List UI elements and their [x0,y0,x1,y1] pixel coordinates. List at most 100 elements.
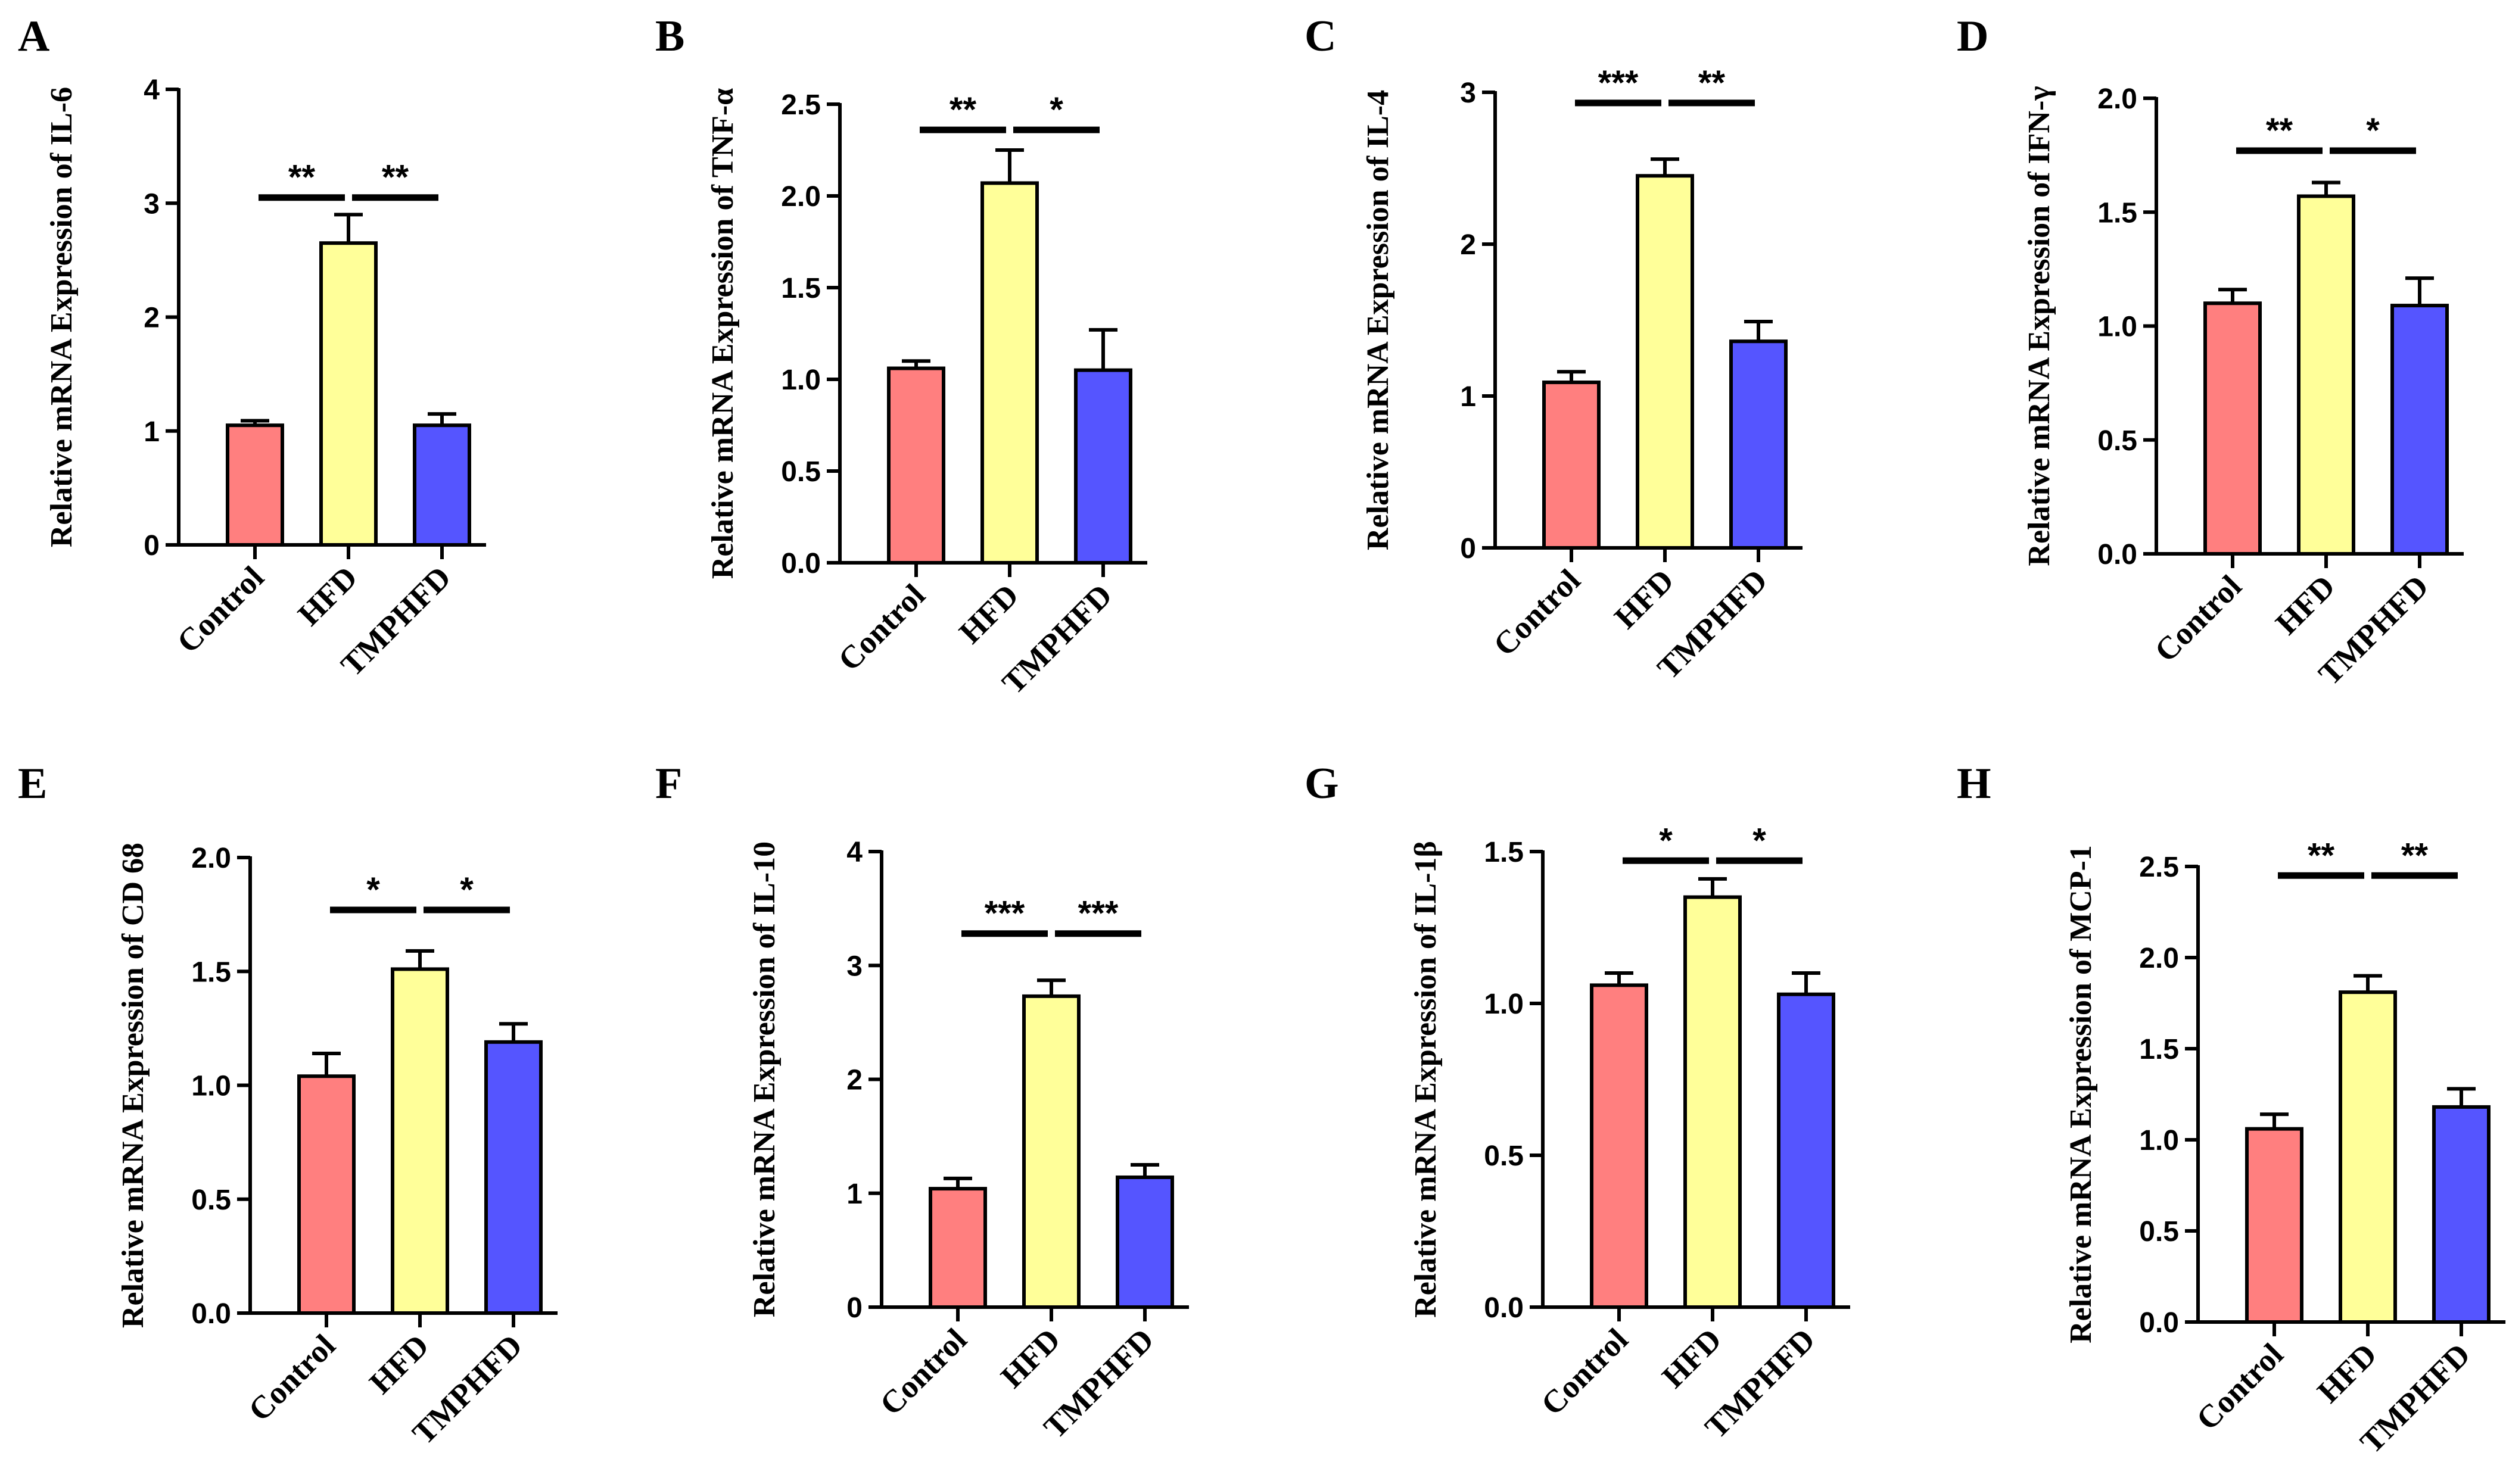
panel-h: H Relative mRNA Expression of MCP-1 0.0 0.5… [1957,759,2505,1460]
y-tick-label: 0.0 [1484,1292,1524,1324]
bar-control [1590,983,1648,1309]
y-tick-label: 1.5 [1484,837,1524,868]
panel-f: F Relative mRNA Expression of IL-10 0 1 2 3 4 C… [655,759,1189,1445]
y-tick-label: 2.5 [781,89,821,121]
y-tick-label: 3 [1460,77,1476,109]
y-tick-label: 0.0 [781,548,821,579]
x-tick-label-control: Control [2189,1336,2290,1437]
y-tick-label: 2 [846,1065,863,1096]
bar-control [226,423,284,547]
panel-letter: A [18,12,49,61]
x-tick-label-control: Control [2147,568,2248,669]
significance-label: * [1752,821,1766,860]
significance-label: ** [950,91,977,129]
y-tick-label: 3 [144,188,160,220]
bar-tmphfd [1729,339,1788,550]
y-tick-label: 1.5 [781,273,821,304]
x-tick-label-hfd: HFD [291,559,364,632]
panel-a: A Relative mRNA Expression of IL-6 0 1 2 3 4 Co… [18,12,486,683]
significance-label: ** [1698,64,1726,102]
bar-hfd [980,181,1039,565]
y-tick-label: 1.0 [191,1071,231,1102]
bar-hfd [319,241,378,547]
y-tick-label: 2.0 [781,181,821,213]
y-tick-label: 0.0 [2097,539,2137,570]
significance-label: ** [288,158,316,197]
bar-control [929,1187,987,1309]
panel-letter: D [1957,12,1988,61]
y-tick-label: 1 [1460,381,1476,413]
y-tick-label: 1.0 [1484,989,1524,1020]
y-tick-label: 0 [1460,533,1476,565]
significance-label: * [460,871,474,909]
y-tick-label: 3 [846,950,863,982]
bar-hfd [1636,174,1694,550]
y-tick-label: 2.0 [2097,83,2137,115]
bar-tmphfd [484,1040,543,1315]
y-tick-label: 2.5 [2139,852,2179,883]
panel-d: D Relative mRNA Expression of IFN-γ 0.0 0.5… [1957,12,2464,692]
significance-label: * [1659,821,1673,860]
bar-tmphfd [1074,368,1132,565]
bar-hfd [391,967,449,1315]
x-tick-label-control: Control [831,577,932,678]
bar-tmphfd [413,423,471,547]
significance-label: ** [2401,836,2429,875]
bar-tmphfd [2390,304,2449,556]
bar-hfd [2339,990,2397,1324]
panel-b: B Relative mRNA Expression of TNF-α 0.0 0.5… [655,12,1147,701]
y-axis-label: Relative mRNA Expression of CD 68 [116,843,150,1328]
y-tick-label: 4 [846,837,863,868]
x-tick-label-hfd: HFD [952,577,1025,650]
y-tick-label: 0 [144,530,160,562]
significance-label: ** [2266,111,2293,150]
y-tick-label: 0 [846,1292,863,1324]
bar-hfd [2297,194,2355,556]
y-tick-label: 0.0 [2139,1307,2179,1339]
y-tick-label: 1.0 [2097,311,2137,343]
y-tick-label: 1.5 [2139,1034,2179,1065]
x-tick-label-hfd: HFD [2310,1336,2383,1410]
bar-control [2203,301,2262,556]
bar-control [297,1074,356,1315]
y-tick-label: 1 [144,416,160,448]
significance-label: * [366,871,380,909]
x-tick-label-hfd: HFD [994,1321,1067,1395]
x-tick-label-hfd: HFD [362,1327,435,1401]
x-tick-label-control: Control [170,559,270,660]
y-axis-label: Relative mRNA Expression of IL-4 [1361,90,1395,550]
panel-e: E Relative mRNA Expression of CD 68 0.0 0.5… [18,759,558,1451]
y-tick-label: 0.5 [191,1184,231,1216]
y-axis-label: Relative mRNA Expression of IL-1β [1409,841,1443,1318]
panel-c: C Relative mRNA Expression of IL-4 0 1 2 3 Con… [1305,12,1803,686]
significance-label: * [1050,91,1063,129]
y-axis-label: Relative mRNA Expression of IL-10 [748,841,782,1317]
y-tick-label: 1.5 [191,956,231,988]
significance-label: ** [382,158,409,197]
y-tick-label: 1.0 [2139,1125,2179,1156]
y-tick-label: 0.0 [191,1298,231,1330]
panel-letter: E [18,759,47,808]
x-tick-label-control: Control [873,1321,973,1422]
bar-hfd [1683,895,1742,1309]
y-tick-label: 2 [144,303,160,334]
y-tick-label: 0.5 [2097,425,2137,457]
y-axis-label: Relative mRNA Expression of TNF-α [706,88,740,579]
x-tick-label-control: Control [1486,562,1587,663]
significance-label: ** [2308,836,2335,875]
significance-label: * [2366,111,2380,150]
y-tick-label: 1.0 [781,364,821,396]
y-tick-label: 2.0 [2139,943,2179,974]
x-tick-label-control: Control [241,1327,342,1428]
significance-label: *** [985,894,1025,933]
bar-tmphfd [1116,1175,1174,1309]
panel-g: G Relative mRNA Expression of IL-1β 0.0 0.5… [1305,759,1850,1445]
y-tick-label: 1.5 [2097,197,2137,229]
y-tick-label: 2.0 [191,843,231,874]
significance-label: *** [1078,894,1119,933]
y-tick-label: 4 [144,74,160,106]
bar-tmphfd [2432,1105,2491,1324]
panel-letter: B [655,12,684,61]
y-tick-label: 1 [846,1179,863,1210]
